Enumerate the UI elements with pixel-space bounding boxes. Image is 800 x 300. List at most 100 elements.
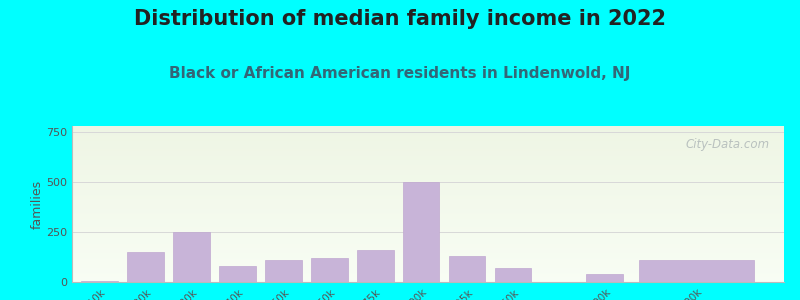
Bar: [586, 274, 623, 282]
Bar: [72, 219, 784, 220]
Bar: [72, 140, 784, 141]
Bar: [72, 201, 784, 202]
Bar: [72, 151, 784, 152]
Text: Distribution of median family income in 2022: Distribution of median family income in …: [134, 9, 666, 29]
Bar: [72, 275, 784, 276]
Bar: [72, 147, 784, 148]
Bar: [72, 182, 784, 183]
Bar: [72, 161, 784, 162]
Bar: [72, 231, 784, 232]
Text: City-Data.com: City-Data.com: [686, 139, 770, 152]
Bar: [72, 162, 784, 163]
Bar: [72, 186, 784, 187]
Bar: [72, 270, 784, 271]
Bar: [72, 169, 784, 170]
Bar: [72, 269, 784, 270]
Bar: [72, 216, 784, 217]
Bar: [72, 199, 784, 200]
Bar: [72, 271, 784, 272]
Bar: [72, 144, 784, 145]
Bar: [72, 251, 784, 252]
Bar: [72, 152, 784, 153]
Bar: [127, 252, 164, 282]
Bar: [72, 281, 784, 282]
Bar: [72, 134, 784, 135]
Bar: [72, 232, 784, 233]
Bar: [72, 141, 784, 142]
Bar: [72, 187, 784, 188]
Bar: [72, 189, 784, 190]
Bar: [72, 277, 784, 278]
Bar: [72, 194, 784, 195]
Bar: [72, 267, 784, 268]
Bar: [72, 167, 784, 168]
Bar: [72, 129, 784, 130]
Bar: [72, 205, 784, 206]
Bar: [72, 137, 784, 138]
Bar: [639, 260, 754, 282]
Bar: [72, 272, 784, 273]
Bar: [72, 252, 784, 253]
Bar: [72, 168, 784, 169]
Bar: [72, 176, 784, 177]
Bar: [72, 217, 784, 218]
Bar: [72, 174, 784, 175]
Bar: [72, 221, 784, 222]
Bar: [72, 150, 784, 151]
Bar: [72, 149, 784, 150]
Bar: [494, 268, 531, 282]
Bar: [357, 250, 394, 282]
Bar: [72, 175, 784, 176]
Bar: [72, 245, 784, 246]
Bar: [72, 208, 784, 209]
Bar: [72, 220, 784, 221]
Bar: [173, 232, 210, 282]
Bar: [72, 183, 784, 184]
Bar: [72, 240, 784, 241]
Bar: [72, 207, 784, 208]
Bar: [72, 177, 784, 178]
Bar: [72, 243, 784, 244]
Bar: [72, 236, 784, 237]
Bar: [72, 197, 784, 198]
Bar: [72, 264, 784, 265]
Bar: [72, 171, 784, 172]
Bar: [72, 203, 784, 204]
Bar: [72, 249, 784, 250]
Bar: [72, 254, 784, 255]
Bar: [72, 148, 784, 149]
Bar: [72, 126, 784, 127]
Bar: [311, 258, 348, 282]
Bar: [72, 190, 784, 191]
Bar: [72, 178, 784, 179]
Bar: [72, 255, 784, 256]
Bar: [72, 256, 784, 257]
Bar: [72, 173, 784, 174]
Bar: [72, 195, 784, 196]
Bar: [72, 163, 784, 164]
Bar: [72, 242, 784, 243]
Bar: [72, 191, 784, 192]
Bar: [72, 224, 784, 225]
Bar: [72, 222, 784, 223]
Bar: [72, 165, 784, 166]
Bar: [72, 185, 784, 186]
Bar: [265, 260, 302, 282]
Bar: [72, 246, 784, 247]
Bar: [72, 135, 784, 136]
Bar: [72, 263, 784, 264]
Bar: [72, 154, 784, 155]
Bar: [72, 210, 784, 211]
Bar: [72, 156, 784, 157]
Bar: [72, 233, 784, 234]
Bar: [72, 202, 784, 203]
Bar: [72, 184, 784, 185]
Bar: [72, 218, 784, 219]
Bar: [72, 278, 784, 279]
Bar: [72, 202, 784, 203]
Bar: [72, 230, 784, 231]
Bar: [72, 130, 784, 131]
Bar: [72, 160, 784, 161]
Bar: [219, 266, 256, 282]
Bar: [72, 239, 784, 240]
